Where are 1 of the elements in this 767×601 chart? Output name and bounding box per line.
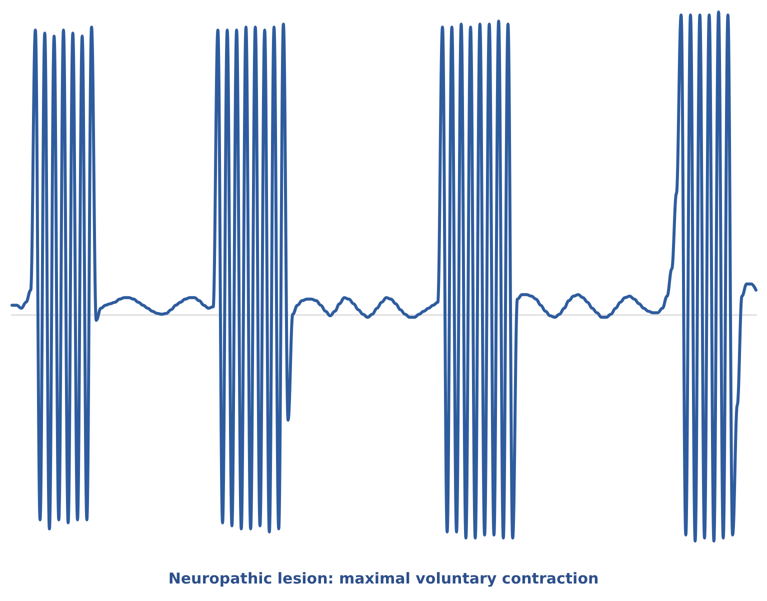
text: Neuropathic lesion: maximal voluntary contraction: [168, 570, 599, 588]
